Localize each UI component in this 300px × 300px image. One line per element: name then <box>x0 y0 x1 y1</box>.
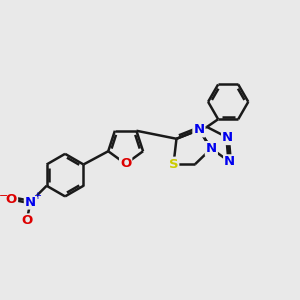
Text: +: + <box>33 190 41 200</box>
Text: O: O <box>22 214 33 227</box>
Text: O: O <box>120 158 131 170</box>
Text: N: N <box>25 196 36 208</box>
Text: N: N <box>194 123 205 136</box>
Text: O: O <box>6 193 17 206</box>
Text: N: N <box>224 155 235 168</box>
Text: S: S <box>169 158 178 171</box>
Text: −: − <box>0 190 8 200</box>
Text: N: N <box>222 131 233 144</box>
Text: N: N <box>206 142 217 155</box>
